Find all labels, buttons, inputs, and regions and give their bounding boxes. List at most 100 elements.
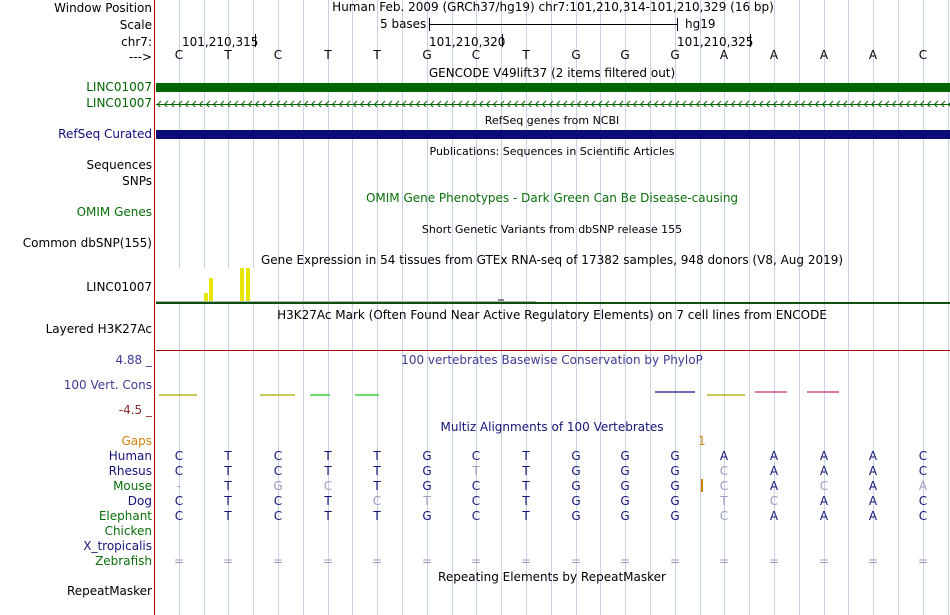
alignment-base: G (422, 509, 432, 523)
refseq-gene-bar[interactable] (156, 130, 950, 139)
grid-line (526, 0, 527, 615)
alignment-base: C (273, 464, 283, 478)
gencode-item-label-2[interactable]: LINC01007 (86, 96, 152, 110)
alignment-base: = (917, 554, 929, 568)
chr-label: chr7: (121, 35, 152, 49)
grid-line (278, 0, 279, 615)
gencode-gene-line-2[interactable] (156, 98, 950, 107)
gencode-intron-arrows (156, 100, 950, 107)
omim-track-title: OMIM Gene Phenotypes - Dark Green Can Be… (365, 191, 739, 205)
alignment-base: C (719, 479, 729, 493)
grid-line (675, 0, 676, 615)
alignment-base: G (620, 494, 630, 508)
phylop-graph[interactable] (155, 385, 950, 401)
alignment-base: = (371, 554, 383, 568)
alignment-base: = (768, 554, 780, 568)
reference-base: A (719, 48, 729, 62)
coord-tick-1 (255, 34, 256, 47)
sequences-label[interactable]: Sequences (86, 158, 152, 172)
repeatmasker-label[interactable]: RepeatMasker (66, 584, 152, 598)
gtex-bar[interactable] (204, 293, 208, 302)
h3k27ac-track-title: H3K27Ac Mark (Often Found Near Active Re… (277, 308, 827, 322)
grid-line (625, 0, 626, 615)
species-label[interactable]: Elephant (98, 509, 152, 523)
refseq-label[interactable]: RefSeq Curated (58, 127, 152, 141)
alignment-base: A (868, 464, 878, 478)
gtex-baseline (156, 301, 536, 302)
omim-label[interactable]: OMIM Genes (76, 205, 152, 219)
scale-text: 5 bases (380, 17, 427, 31)
alignment-base: T (522, 479, 530, 493)
alignment-base: G (670, 464, 680, 478)
gtex-bar[interactable] (498, 299, 504, 301)
publications-track-title: Publications: Sequences in Scientific Ar… (429, 145, 675, 158)
species-label[interactable]: Dog (127, 494, 152, 508)
mouse-insertion-marker (701, 479, 703, 492)
alignment-base: A (918, 479, 928, 493)
gtex-bar[interactable] (209, 278, 213, 302)
grid-line (402, 0, 403, 615)
alignment-base: C (174, 509, 184, 523)
grid-line (204, 0, 205, 615)
grid-line (799, 0, 800, 615)
grid-line (724, 0, 725, 615)
alignment-base: C (719, 509, 729, 523)
dbsnp-label[interactable]: Common dbSNP(155) (22, 236, 152, 250)
species-label[interactable]: Zebrafish (95, 554, 152, 568)
grid-line (352, 0, 353, 615)
alignment-base: = (173, 554, 185, 568)
alignment-base: T (522, 509, 530, 523)
grid-line (600, 0, 601, 615)
species-label[interactable]: Mouse (113, 479, 152, 493)
gencode-gene-bar-1[interactable] (156, 83, 950, 92)
reference-base: T (522, 48, 530, 62)
species-label[interactable]: Chicken (104, 524, 152, 538)
alignment-base: A (868, 494, 878, 508)
reference-base: T (373, 48, 381, 62)
gencode-item-label-1[interactable]: LINC01007 (86, 80, 152, 94)
reference-base: T (224, 48, 232, 62)
gtex-bar[interactable] (246, 268, 250, 302)
reference-base: G (571, 48, 581, 62)
alignment-base: T (373, 464, 381, 478)
gaps-label[interactable]: Gaps (121, 434, 152, 448)
gtex-label[interactable]: LINC01007 (86, 280, 152, 294)
repeatmasker-track-title: Repeating Elements by RepeatMasker (438, 570, 666, 584)
alignment-base: T (224, 449, 232, 463)
alignment-base: A (769, 464, 779, 478)
reference-base: C (918, 48, 928, 62)
alignment-base: C (719, 464, 729, 478)
alignment-base: G (422, 449, 432, 463)
alignment-base: G (620, 509, 630, 523)
grid-line (650, 0, 651, 615)
phylop-label[interactable]: 100 Vert. Cons (63, 378, 152, 392)
alignment-base: G (422, 464, 432, 478)
alignment-base: A (868, 479, 878, 493)
gtex-bar[interactable] (240, 268, 244, 302)
reference-base: A (769, 48, 779, 62)
h3k27ac-label[interactable]: Layered H3K27Ac (45, 322, 152, 336)
grid-line (576, 0, 577, 615)
grid-line (452, 0, 453, 615)
alignment-base: A (819, 509, 829, 523)
window-position-label: Window Position (54, 1, 152, 15)
reference-base: G (670, 48, 680, 62)
snps-label[interactable]: SNPs (122, 174, 152, 188)
grid-line (873, 0, 874, 615)
alignment-base: C (174, 494, 184, 508)
reference-base: A (868, 48, 878, 62)
alignment-base: A (769, 509, 779, 523)
species-label[interactable]: X_tropicalis (83, 539, 152, 553)
grid-line (253, 0, 254, 615)
species-label[interactable]: Rhesus (108, 464, 152, 478)
alignment-base: G (670, 449, 680, 463)
alignment-base: T (324, 509, 332, 523)
alignment-base: T (224, 509, 232, 523)
grid-line (749, 0, 750, 615)
alignment-base: G (670, 494, 680, 508)
coord-label-3: 101,210,325 (677, 35, 754, 49)
alignment-base: T (224, 479, 232, 493)
species-label[interactable]: Human (108, 449, 152, 463)
alignment-base: C (819, 479, 829, 493)
